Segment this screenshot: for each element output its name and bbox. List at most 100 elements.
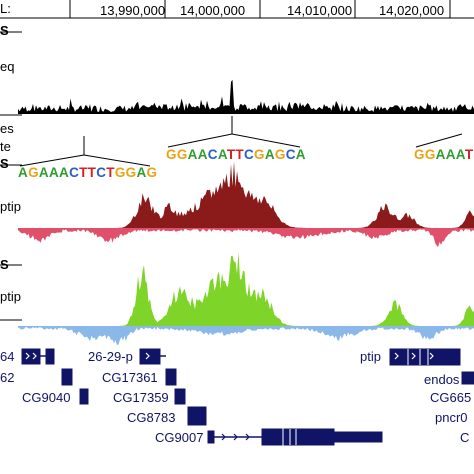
gene-label[interactable]: CG9007 bbox=[155, 430, 204, 445]
strand-arrow-icon bbox=[145, 352, 150, 360]
ptip-track-1-positive bbox=[18, 161, 474, 228]
strand-arrow-icon bbox=[411, 352, 416, 360]
gene-exon[interactable] bbox=[207, 430, 215, 444]
motif-base: T bbox=[235, 147, 244, 162]
gene-exon[interactable] bbox=[261, 428, 283, 446]
gene-exon[interactable] bbox=[461, 371, 474, 385]
gene-exon[interactable] bbox=[61, 368, 73, 386]
motif-base: C bbox=[285, 147, 296, 162]
track-label[interactable]: te bbox=[0, 139, 11, 154]
ruler-label: L: bbox=[0, 1, 11, 16]
ruler-tick-label: 14,020,000 bbox=[379, 3, 445, 18]
track-label[interactable]: ptip bbox=[0, 289, 21, 304]
motif-base: A bbox=[455, 147, 465, 162]
motif-base: T bbox=[106, 165, 115, 180]
track-label[interactable]: eq bbox=[0, 59, 15, 74]
motif-base: A bbox=[217, 147, 227, 162]
gene-label[interactable]: CG665 bbox=[430, 390, 472, 405]
intron-arrows bbox=[221, 433, 250, 441]
gene-exon[interactable] bbox=[79, 388, 89, 405]
ptip-track-2-positive bbox=[18, 251, 474, 326]
gene-exon[interactable] bbox=[187, 406, 207, 426]
gene-models bbox=[21, 348, 474, 446]
motif-base: G bbox=[146, 165, 158, 180]
gene-label[interactable]: 62 bbox=[0, 370, 15, 385]
motif-base: A bbox=[435, 147, 446, 162]
motif-base: T bbox=[464, 147, 474, 162]
motif-callout-line bbox=[83, 154, 151, 167]
strand-arrow-icon bbox=[233, 433, 238, 441]
motif-base: G bbox=[125, 165, 137, 180]
strand-arrow-icon bbox=[32, 352, 37, 360]
ruler-tick-label: 14,010,000 bbox=[287, 3, 353, 18]
gene-label[interactable]: 26-29-p bbox=[88, 349, 133, 364]
gene-exon[interactable] bbox=[283, 428, 335, 446]
track-label[interactable]: S bbox=[0, 156, 9, 171]
motif-base: A bbox=[18, 165, 29, 180]
motif-base: C bbox=[69, 165, 80, 180]
gene-strand-arrows bbox=[25, 352, 434, 360]
motif-base: T bbox=[87, 165, 97, 180]
gene-label[interactable]: CG17359 bbox=[113, 390, 169, 405]
motif-base: G bbox=[254, 147, 265, 162]
gene-label[interactable]: pncr0 bbox=[435, 410, 468, 425]
track-label[interactable]: ptip bbox=[0, 199, 21, 214]
strand-arrow-icon bbox=[394, 352, 399, 360]
gene-label[interactable]: 64 bbox=[0, 349, 15, 364]
motif-base: G bbox=[176, 147, 188, 162]
gene-label[interactable]: C bbox=[460, 430, 470, 445]
gene-label[interactable]: endos bbox=[424, 372, 460, 387]
track-label[interactable]: S bbox=[0, 23, 9, 38]
motif-callout-line bbox=[415, 133, 463, 148]
gene-exon[interactable] bbox=[333, 431, 383, 443]
strand-arrow-icon bbox=[245, 433, 250, 441]
gene-exon[interactable] bbox=[165, 368, 177, 386]
gene-exon[interactable] bbox=[21, 348, 41, 365]
motif-base: A bbox=[295, 147, 306, 162]
motif-base: A bbox=[187, 147, 198, 162]
gene-exon[interactable] bbox=[45, 348, 55, 365]
gene-label[interactable]: ptip bbox=[360, 349, 381, 364]
motif-base: A bbox=[197, 147, 208, 162]
motif-base: G bbox=[28, 165, 39, 180]
motif-base: A bbox=[48, 165, 59, 180]
strand-arrow-icon bbox=[25, 352, 30, 360]
gene-exon[interactable] bbox=[389, 348, 461, 366]
gene-label[interactable]: CG8783 bbox=[127, 410, 176, 425]
motif-base: A bbox=[445, 147, 456, 162]
motif-base: G bbox=[166, 147, 177, 162]
motif-base: G bbox=[414, 147, 425, 162]
ruler-tick-label: 13,990,000 bbox=[100, 3, 166, 18]
motif-base: A bbox=[136, 165, 147, 180]
motif-base: A bbox=[59, 165, 70, 180]
strand-arrow-icon bbox=[221, 433, 226, 441]
motif-base: G bbox=[424, 147, 436, 162]
track-label[interactable]: es bbox=[0, 121, 14, 136]
gene-exon[interactable] bbox=[139, 348, 161, 365]
motif-base: C bbox=[207, 147, 218, 162]
gene-label[interactable]: CG17361 bbox=[102, 370, 158, 385]
motif-sequence: GGAAAT bbox=[414, 148, 473, 162]
motif-callout-line bbox=[167, 133, 233, 148]
motif-callout-line bbox=[19, 154, 85, 167]
motif-sequence: AGAAACTTCTGGAG bbox=[18, 166, 157, 180]
motif-base: A bbox=[38, 165, 49, 180]
motif-callouts bbox=[19, 116, 463, 167]
ptip-track-2-negative bbox=[18, 326, 474, 346]
motif-base: A bbox=[264, 147, 275, 162]
motif-base: G bbox=[114, 165, 126, 180]
motif-base: C bbox=[243, 147, 255, 162]
motif-callout-line bbox=[231, 133, 301, 148]
motif-sequence: GGAACATTCGAGCA bbox=[166, 148, 306, 162]
motif-base: T bbox=[226, 147, 236, 162]
motif-base: C bbox=[96, 165, 107, 180]
motif-base: T bbox=[79, 165, 88, 180]
ruler-tick-label: 14,000,000 bbox=[180, 3, 246, 18]
seq-signal-track bbox=[18, 79, 474, 114]
strand-arrow-icon bbox=[429, 352, 434, 360]
gene-label[interactable]: CG9040 bbox=[22, 390, 71, 405]
gene-exon[interactable] bbox=[174, 388, 186, 405]
motif-base: G bbox=[274, 147, 286, 162]
